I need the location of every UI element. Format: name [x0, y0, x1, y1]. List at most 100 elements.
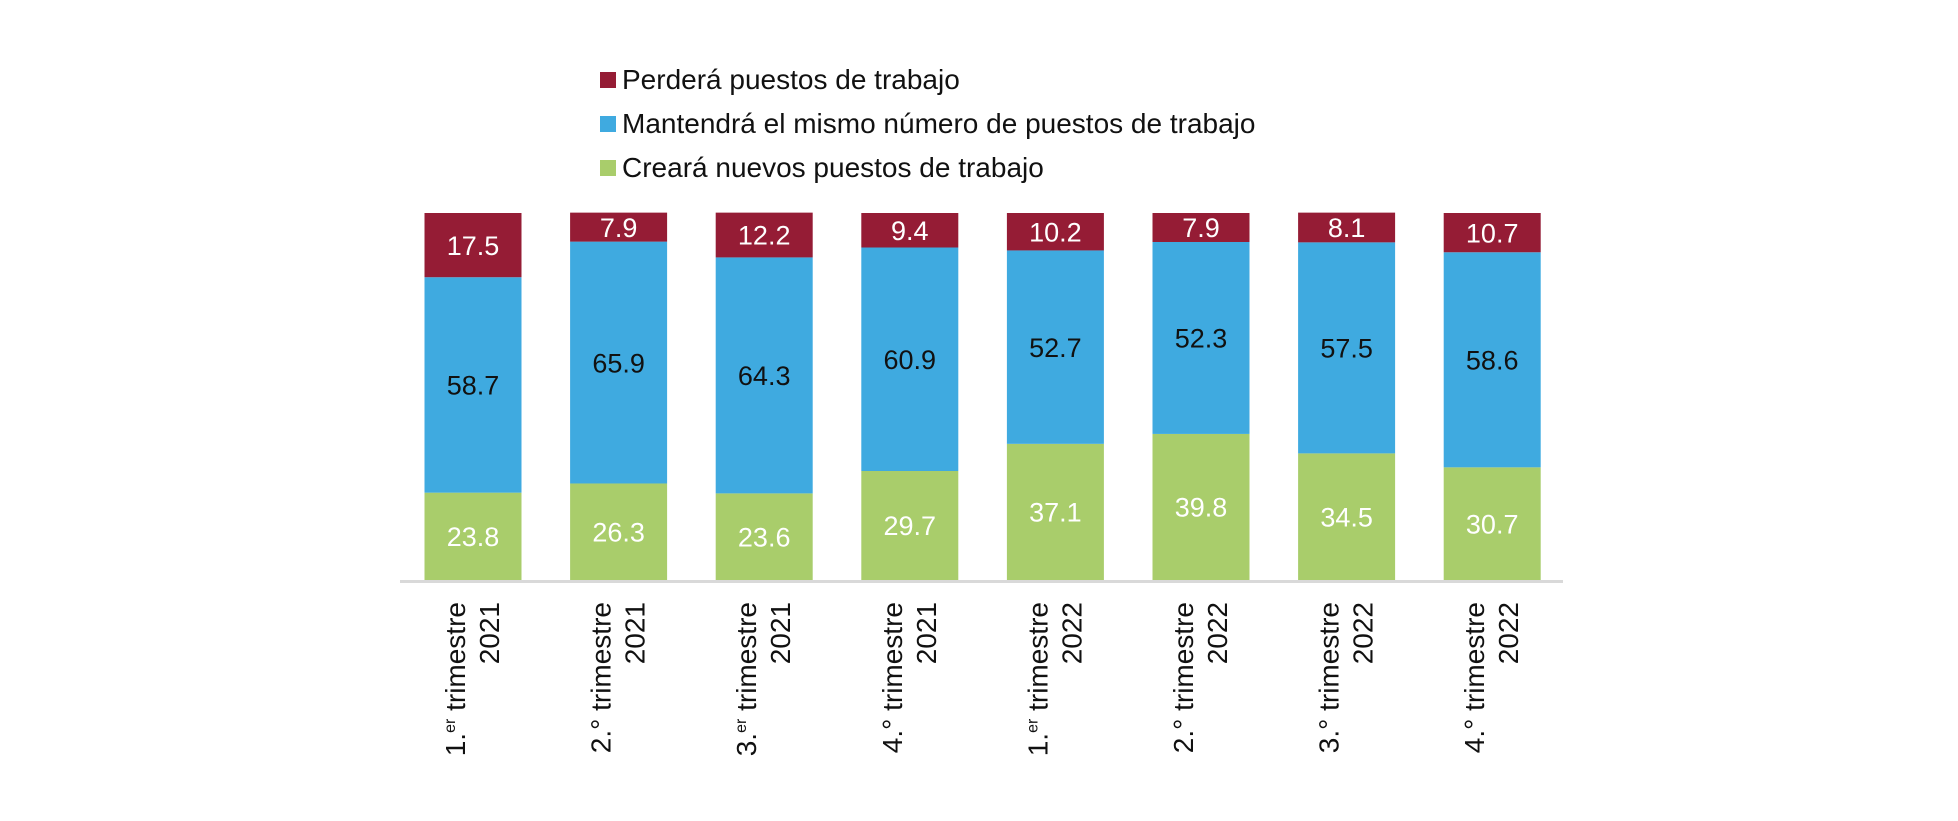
- x-tick-label-line1: 1.er trimestre: [1022, 602, 1053, 756]
- data-label-mantener-4: 60.9: [884, 345, 937, 375]
- data-label-crear-4: 29.7: [884, 511, 937, 541]
- legend-item-mantener: Mantendrá el mismo número de puestos de …: [600, 102, 1255, 146]
- data-label-perder-4: 9.4: [891, 216, 929, 246]
- bar-group-3: 23.6 64.3 12.2: [715, 212, 813, 580]
- legend-swatch-crear: [600, 160, 616, 176]
- bar-segment-crear-7: [1298, 453, 1396, 580]
- x-tick-label-4: 4.° trimestre 2021: [877, 602, 942, 753]
- bar-segment-mantener-4: [861, 247, 959, 472]
- x-tick-label-line1: 2.° trimestre: [1168, 602, 1199, 753]
- bar-segment-perder-5: [1006, 213, 1104, 251]
- x-tick-label-year: 2021: [911, 602, 942, 664]
- x-tick-ordinal: 4.°: [877, 719, 908, 754]
- data-label-perder-2: 7.9: [600, 213, 638, 243]
- x-tick-label-line1: 3.er trimestre: [731, 602, 762, 756]
- bar-segment-mantener-7: [1298, 242, 1396, 454]
- x-tick-label-year: 2022: [1202, 602, 1233, 664]
- data-label-perder-8: 10.7: [1466, 218, 1519, 248]
- x-tick-label-year: 2021: [765, 602, 796, 664]
- bar-segment-perder-7: [1298, 212, 1396, 243]
- data-label-crear-2: 26.3: [592, 517, 645, 547]
- bar-group-7: 34.5 57.5 8.1: [1298, 212, 1396, 580]
- legend-swatch-perder: [600, 72, 616, 88]
- x-tick-ordinal: 1.: [1022, 733, 1053, 756]
- x-tick-label-2: 2.° trimestre 2021: [586, 602, 651, 753]
- bar-segment-mantener-6: [1152, 241, 1250, 434]
- bar-segment-crear-8: [1443, 467, 1541, 580]
- x-tick-ordinal: 3.: [731, 733, 762, 756]
- x-tick-label-line1: 1.er trimestre: [440, 602, 471, 756]
- legend-item-perder: Perderá puestos de trabajo: [600, 58, 1255, 102]
- bar-segment-crear-4: [861, 471, 959, 580]
- bar-group-1: 23.8 58.7 17.5: [424, 213, 522, 580]
- data-label-perder-1: 17.5: [447, 231, 500, 261]
- legend-swatch-mantener: [600, 116, 616, 132]
- x-tick-ordinal: 2.°: [1168, 719, 1199, 754]
- x-tick-word: trimestre: [586, 602, 617, 719]
- x-tick-word: trimestre: [1168, 602, 1199, 719]
- x-tick-word: trimestre: [440, 602, 471, 719]
- x-tick-label-year: 2022: [1348, 602, 1379, 664]
- x-tick-word: trimestre: [731, 602, 762, 719]
- x-tick-ordinal-superscript: er: [1024, 718, 1041, 733]
- data-label-perder-6: 7.9: [1182, 213, 1220, 243]
- bar-segment-mantener-2: [570, 241, 668, 484]
- x-tick-label-7: 3.° trimestre 2022: [1314, 602, 1379, 753]
- x-tick-label-year: 2022: [1493, 602, 1524, 664]
- legend: Perderá puestos de trabajo Mantendrá el m…: [600, 58, 1255, 190]
- x-tick-label-line1: 2.° trimestre: [586, 602, 617, 753]
- legend-item-crear: Creará nuevos puestos de trabajo: [600, 146, 1255, 190]
- bar-segment-perder-4: [861, 213, 959, 248]
- data-label-crear-7: 34.5: [1320, 502, 1373, 532]
- x-tick-word: trimestre: [1459, 602, 1490, 719]
- data-label-crear-1: 23.8: [447, 522, 500, 552]
- data-label-crear-5: 37.1: [1029, 498, 1082, 528]
- bar-segment-crear-1: [424, 492, 522, 580]
- bar-segment-mantener-3: [715, 257, 813, 494]
- data-label-perder-3: 12.2: [738, 221, 791, 251]
- data-label-mantener-5: 52.7: [1029, 333, 1082, 363]
- bar-group-8: 30.7 58.6 10.7: [1443, 213, 1541, 580]
- x-tick-label-3: 3.er trimestre 2021: [731, 602, 796, 756]
- x-tick-ordinal-superscript: er: [733, 718, 750, 733]
- bar-group-6: 39.8 52.3 7.9: [1152, 213, 1250, 580]
- bar-group-2: 26.3 65.9 7.9: [570, 212, 668, 580]
- bar-segment-crear-5: [1006, 443, 1104, 580]
- bar-segment-perder-3: [715, 212, 813, 258]
- x-tick-label-1: 1.er trimestre 2021: [440, 602, 505, 756]
- bar-segment-perder-8: [1443, 213, 1541, 253]
- data-label-mantener-2: 65.9: [592, 348, 645, 378]
- x-tick-label-year: 2021: [474, 602, 505, 664]
- x-tick-ordinal: 3.°: [1314, 719, 1345, 754]
- data-label-mantener-8: 58.6: [1466, 346, 1519, 376]
- data-label-crear-8: 30.7: [1466, 509, 1519, 539]
- data-label-mantener-3: 64.3: [738, 361, 791, 391]
- x-tick-word: trimestre: [877, 602, 908, 719]
- bar-segment-mantener-1: [424, 277, 522, 493]
- bar-segment-perder-1: [424, 213, 522, 278]
- data-label-mantener-1: 58.7: [447, 371, 500, 401]
- data-label-perder-5: 10.2: [1029, 217, 1082, 247]
- bar-segment-perder-6: [1152, 213, 1250, 242]
- bar-group-4: 29.7 60.9 9.4: [861, 213, 959, 580]
- x-tick-label-line1: 4.° trimestre: [1459, 602, 1490, 753]
- legend-label-perder: Perderá puestos de trabajo: [622, 64, 960, 95]
- x-tick-label-year: 2021: [620, 602, 651, 664]
- x-tick-label-6: 2.° trimestre 2022: [1168, 602, 1233, 753]
- legend-label-mantener: Mantendrá el mismo número de puestos de …: [622, 108, 1256, 139]
- x-tick-label-5: 1.er trimestre 2022: [1022, 602, 1087, 756]
- x-tick-word: trimestre: [1022, 602, 1053, 719]
- x-tick-ordinal-superscript: er: [442, 718, 459, 733]
- x-tick-label-line1: 4.° trimestre: [877, 602, 908, 753]
- data-label-mantener-7: 57.5: [1320, 334, 1373, 364]
- bar-segment-perder-2: [570, 212, 668, 242]
- legend-label-crear: Creará nuevos puestos de trabajo: [622, 152, 1044, 183]
- x-tick-ordinal: 4.°: [1459, 719, 1490, 754]
- data-label-perder-7: 8.1: [1328, 213, 1366, 243]
- x-tick-label-year: 2022: [1056, 602, 1087, 664]
- bar-segment-crear-3: [715, 493, 813, 580]
- x-tick-ordinal: 2.°: [586, 719, 617, 754]
- bar-segment-crear-6: [1152, 433, 1250, 580]
